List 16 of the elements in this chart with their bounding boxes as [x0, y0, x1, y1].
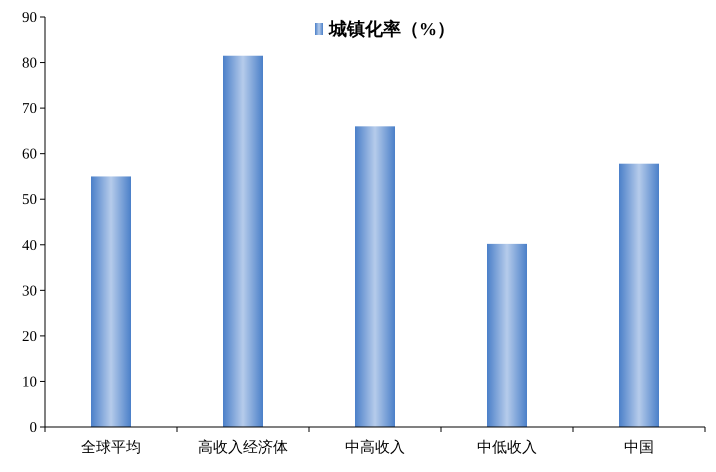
x-tick-label: 高收入经济体 [198, 439, 288, 456]
x-tick-label: 中低收入 [477, 439, 537, 456]
y-tick-label: 20 [22, 328, 37, 345]
y-tick-label: 30 [22, 283, 37, 300]
y-tick-label: 50 [22, 192, 37, 208]
legend-label: 城镇化率（%） [328, 19, 455, 39]
y-tick-label: 80 [22, 56, 37, 72]
y-tick-label: 40 [22, 238, 37, 254]
y-tick-label: 90 [22, 10, 37, 26]
y-tick-label: 70 [22, 101, 37, 118]
x-tick-label: 中高收入 [345, 439, 405, 456]
y-tick-label: 60 [22, 146, 37, 163]
y-tick-label: 10 [22, 374, 37, 390]
x-tick-label: 中国 [624, 439, 654, 456]
x-tick-label: 全球平均 [81, 439, 141, 456]
y-tick-label: 0 [30, 420, 37, 436]
